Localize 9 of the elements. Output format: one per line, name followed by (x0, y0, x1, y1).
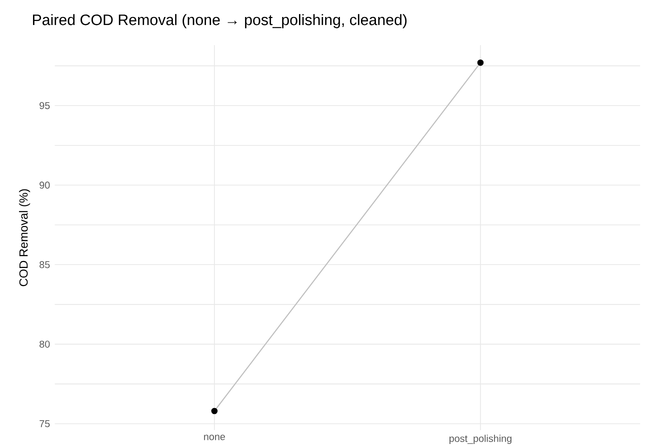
y-tick-label: 80 (40, 340, 50, 348)
y-tick-label: 75 (40, 420, 50, 428)
y-tick-label: 85 (40, 261, 50, 268)
x-tick-label: none (204, 434, 225, 440)
y-axis-title: COD Removal (%) (19, 189, 30, 286)
y-tick-label: 90 (40, 182, 50, 189)
y-tick-label: 95 (40, 102, 50, 110)
x-tick-label: post_polishing (450, 434, 512, 444)
chart-title: Paired COD Removal (none → post_polishing, cleaned) (33, 14, 407, 28)
